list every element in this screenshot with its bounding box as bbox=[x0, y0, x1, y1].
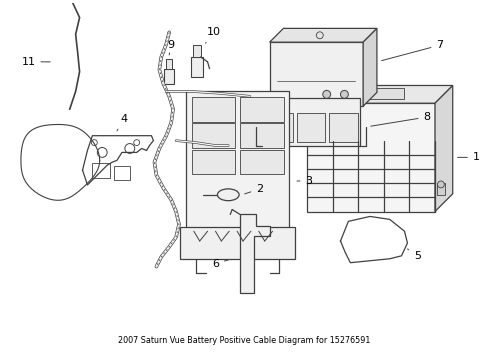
Polygon shape bbox=[240, 215, 269, 293]
Text: 11: 11 bbox=[21, 57, 50, 67]
Text: 6: 6 bbox=[211, 259, 229, 269]
Ellipse shape bbox=[217, 189, 239, 201]
Bar bbox=[314, 89, 404, 99]
Text: 5: 5 bbox=[407, 249, 420, 261]
Bar bbox=[180, 227, 295, 259]
Bar bbox=[240, 150, 283, 174]
Polygon shape bbox=[363, 28, 376, 106]
Bar bbox=[328, 113, 358, 141]
Bar bbox=[306, 103, 434, 212]
Bar bbox=[263, 113, 292, 141]
Text: 2: 2 bbox=[244, 184, 263, 194]
Text: 3: 3 bbox=[296, 176, 312, 186]
Circle shape bbox=[322, 90, 330, 98]
Bar bbox=[191, 150, 235, 174]
Bar bbox=[164, 69, 174, 85]
Bar bbox=[192, 45, 200, 57]
Polygon shape bbox=[434, 85, 452, 212]
Circle shape bbox=[437, 181, 444, 188]
Bar bbox=[191, 97, 235, 122]
Bar bbox=[185, 91, 289, 229]
Text: 9: 9 bbox=[167, 40, 174, 55]
Text: 1: 1 bbox=[457, 152, 479, 162]
Text: 8: 8 bbox=[370, 112, 430, 126]
Circle shape bbox=[340, 90, 347, 98]
Bar bbox=[190, 57, 202, 77]
Text: 7: 7 bbox=[381, 40, 443, 60]
Bar bbox=[191, 123, 235, 148]
Bar bbox=[92, 163, 110, 178]
Bar bbox=[296, 113, 325, 141]
Text: 4: 4 bbox=[117, 114, 127, 131]
Polygon shape bbox=[306, 85, 452, 103]
Text: 10: 10 bbox=[205, 27, 220, 43]
Bar bbox=[261, 98, 360, 145]
Bar bbox=[269, 42, 363, 106]
Bar bbox=[240, 97, 283, 122]
Polygon shape bbox=[269, 28, 376, 42]
Text: 2007 Saturn Vue Battery Positive Cable Diagram for 15276591: 2007 Saturn Vue Battery Positive Cable D… bbox=[118, 336, 369, 345]
Bar bbox=[436, 184, 444, 195]
Bar bbox=[240, 123, 283, 148]
Bar bbox=[166, 59, 172, 69]
Bar bbox=[114, 166, 129, 180]
